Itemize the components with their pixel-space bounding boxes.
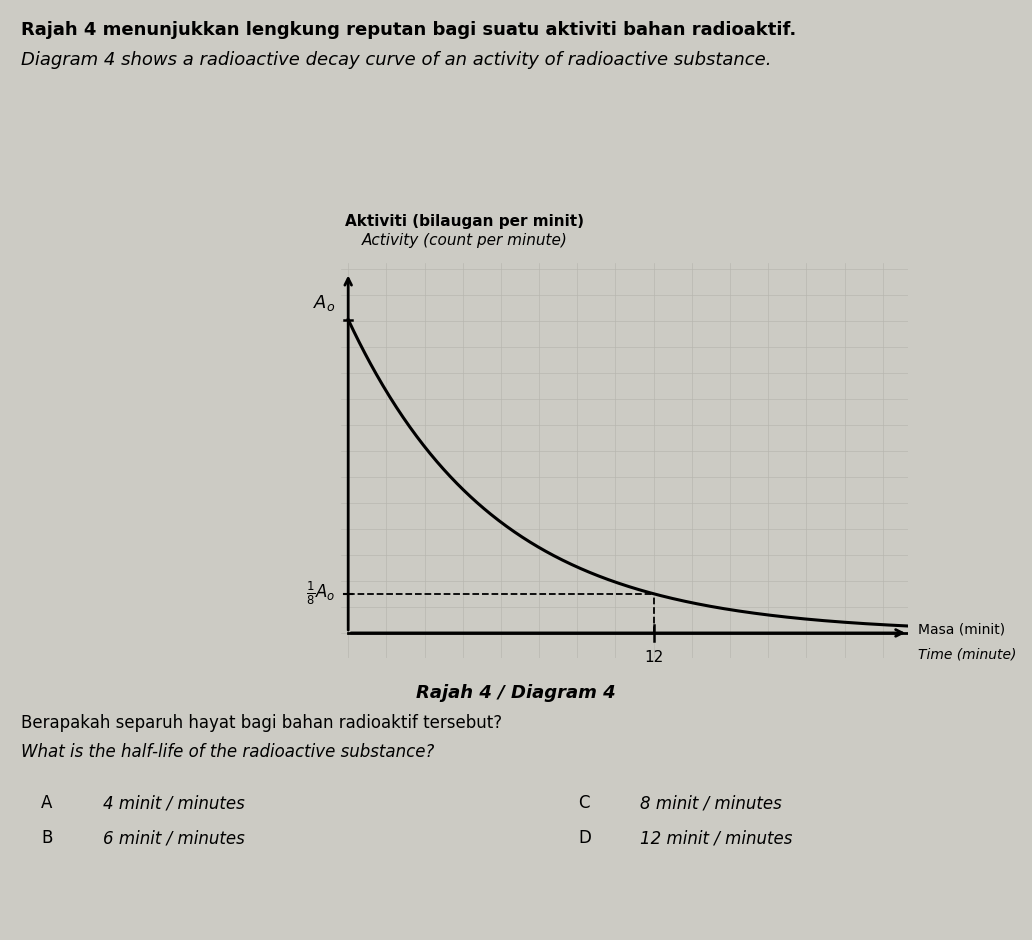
Text: Diagram 4 shows a radioactive decay curve of an activity of radioactive substanc: Diagram 4 shows a radioactive decay curv… xyxy=(21,51,771,69)
Text: What is the half-life of the radioactive substance?: What is the half-life of the radioactive… xyxy=(21,743,434,760)
Text: 12: 12 xyxy=(644,650,664,666)
Text: 8 minit / minutes: 8 minit / minutes xyxy=(640,794,781,812)
Text: Rajah 4 / Diagram 4: Rajah 4 / Diagram 4 xyxy=(416,684,616,702)
Text: $\frac{1}{8}A_o$: $\frac{1}{8}A_o$ xyxy=(307,580,335,607)
Text: Activity (count per minute): Activity (count per minute) xyxy=(361,233,568,248)
Text: $\mathit{A_o}$: $\mathit{A_o}$ xyxy=(313,293,335,313)
Text: Rajah 4 menunjukkan lengkung reputan bagi suatu aktiviti bahan radioaktif.: Rajah 4 menunjukkan lengkung reputan bag… xyxy=(21,21,796,39)
Text: C: C xyxy=(578,794,589,812)
Text: 12 minit / minutes: 12 minit / minutes xyxy=(640,829,793,847)
Text: A: A xyxy=(41,794,53,812)
Text: D: D xyxy=(578,829,590,847)
Text: Berapakah separuh hayat bagi bahan radioaktif tersebut?: Berapakah separuh hayat bagi bahan radio… xyxy=(21,714,502,732)
Text: 4 minit / minutes: 4 minit / minutes xyxy=(103,794,245,812)
Text: 6 minit / minutes: 6 minit / minutes xyxy=(103,829,245,847)
Text: Time (minute): Time (minute) xyxy=(918,648,1017,662)
Text: B: B xyxy=(41,829,53,847)
Text: Aktiviti (bilaugan per minit): Aktiviti (bilaugan per minit) xyxy=(345,214,584,229)
Text: Masa (minit): Masa (minit) xyxy=(918,623,1005,636)
